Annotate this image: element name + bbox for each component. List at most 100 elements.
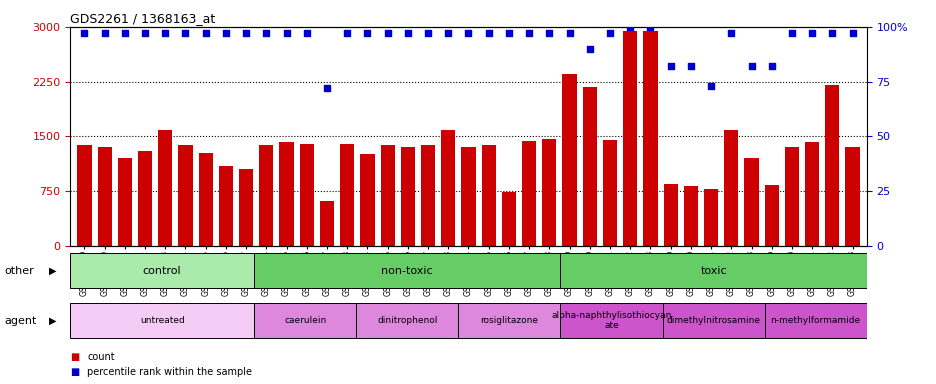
- Point: [804, 30, 819, 36]
- Bar: [254, 253, 560, 288]
- Text: percentile rank within the sample: percentile rank within the sample: [87, 367, 252, 377]
- Text: n-methylformamide: n-methylformamide: [769, 316, 860, 325]
- Bar: [602, 140, 617, 246]
- Point: [562, 30, 577, 36]
- Bar: [97, 147, 111, 246]
- Bar: [481, 145, 495, 246]
- Point: [117, 30, 132, 36]
- Bar: [70, 253, 254, 288]
- Bar: [764, 303, 866, 338]
- Point: [97, 30, 112, 36]
- Bar: [138, 151, 152, 246]
- Point: [764, 63, 779, 70]
- Point: [420, 30, 435, 36]
- Point: [218, 30, 233, 36]
- Point: [663, 63, 678, 70]
- Bar: [724, 131, 738, 246]
- Point: [319, 85, 334, 91]
- Point: [440, 30, 455, 36]
- Point: [521, 30, 536, 36]
- Bar: [703, 189, 717, 246]
- Point: [178, 30, 193, 36]
- Point: [783, 30, 798, 36]
- Bar: [643, 31, 657, 246]
- Point: [824, 30, 839, 36]
- Bar: [521, 141, 535, 246]
- Text: dinitrophenol: dinitrophenol: [376, 316, 437, 325]
- Point: [299, 30, 314, 36]
- Point: [461, 30, 475, 36]
- Text: other: other: [5, 266, 35, 276]
- Bar: [198, 153, 212, 246]
- Point: [239, 30, 254, 36]
- Bar: [239, 169, 253, 246]
- Text: rosiglitazone: rosiglitazone: [480, 316, 538, 325]
- Bar: [743, 158, 758, 246]
- Point: [359, 30, 374, 36]
- Point: [258, 30, 273, 36]
- Bar: [458, 303, 560, 338]
- Point: [77, 30, 92, 36]
- Point: [340, 30, 355, 36]
- Bar: [844, 147, 858, 246]
- Point: [481, 30, 496, 36]
- Point: [622, 24, 637, 30]
- Bar: [784, 147, 798, 246]
- Bar: [560, 303, 662, 338]
- Point: [723, 30, 738, 36]
- Bar: [622, 31, 636, 246]
- Text: control: control: [142, 266, 182, 276]
- Bar: [804, 142, 818, 246]
- Point: [602, 30, 617, 36]
- Bar: [259, 145, 273, 246]
- Bar: [562, 74, 576, 246]
- Point: [743, 63, 758, 70]
- Bar: [380, 145, 394, 246]
- Bar: [461, 147, 475, 246]
- Bar: [683, 186, 697, 246]
- Text: agent: agent: [5, 316, 37, 326]
- Text: count: count: [87, 352, 114, 362]
- Point: [581, 46, 596, 52]
- Text: dimethylnitrosamine: dimethylnitrosamine: [665, 316, 760, 325]
- Point: [541, 30, 556, 36]
- Point: [642, 24, 657, 30]
- Bar: [401, 147, 415, 246]
- Point: [682, 63, 697, 70]
- Bar: [70, 303, 254, 338]
- Bar: [441, 131, 455, 246]
- Bar: [663, 184, 677, 246]
- Text: GDS2261 / 1368163_at: GDS2261 / 1368163_at: [70, 12, 215, 25]
- Bar: [662, 303, 764, 338]
- Bar: [279, 142, 293, 246]
- Text: ■: ■: [70, 367, 80, 377]
- Text: ■: ■: [70, 352, 80, 362]
- Bar: [319, 200, 334, 246]
- Point: [703, 83, 718, 89]
- Bar: [582, 87, 596, 246]
- Bar: [542, 139, 556, 246]
- Text: toxic: toxic: [699, 266, 726, 276]
- Point: [138, 30, 153, 36]
- Text: caerulein: caerulein: [284, 316, 326, 325]
- Bar: [356, 303, 458, 338]
- Bar: [219, 166, 233, 246]
- Bar: [420, 145, 434, 246]
- Bar: [560, 253, 866, 288]
- Bar: [360, 154, 374, 246]
- Bar: [825, 85, 839, 246]
- Text: ▶: ▶: [49, 266, 56, 276]
- Bar: [118, 158, 132, 246]
- Bar: [502, 192, 516, 246]
- Text: ▶: ▶: [49, 316, 56, 326]
- Point: [157, 30, 172, 36]
- Bar: [300, 144, 314, 246]
- Bar: [78, 145, 92, 246]
- Point: [380, 30, 395, 36]
- Bar: [158, 131, 172, 246]
- Bar: [764, 185, 778, 246]
- Point: [198, 30, 213, 36]
- Text: alpha-naphthylisothiocyan
ate: alpha-naphthylisothiocyan ate: [550, 311, 671, 330]
- Point: [400, 30, 415, 36]
- Text: non-toxic: non-toxic: [381, 266, 432, 276]
